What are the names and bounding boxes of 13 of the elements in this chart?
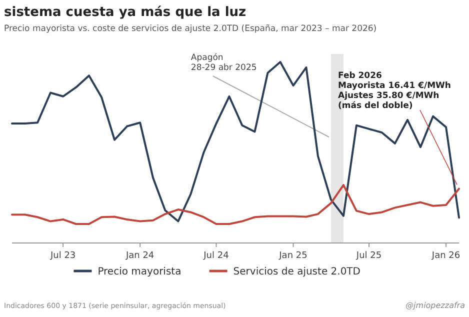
legend-label: Precio mayorista [98, 266, 182, 278]
x-tick-label: Jan 25 [278, 251, 308, 261]
band-label: Apagón 28-29 abr 2025 [190, 53, 257, 73]
x-tick-label: Jul 24 [202, 251, 230, 261]
x-tick-label: Jan 24 [124, 251, 154, 261]
annotation: Feb 2026 Mayorista 16.41 €/MWh Ajustes 35.80 €/MWh (más del doble) [338, 71, 451, 111]
chart-subtitle: Precio mayorista vs. coste de servicios de ajuste 2.0TD (España, mar 2023 – mar 2026) [4, 24, 377, 34]
chart-title: sistema cuesta ya más que la luz [4, 5, 246, 20]
x-tick-label: Jul 23 [49, 251, 76, 261]
x-tick-label: Jan 26 [430, 251, 460, 261]
text: @jmiopezzafra [406, 301, 466, 310]
legend-label: Servicios de ajuste 2.0TD [233, 266, 361, 278]
x-tick-label: Jul 25 [355, 251, 382, 261]
